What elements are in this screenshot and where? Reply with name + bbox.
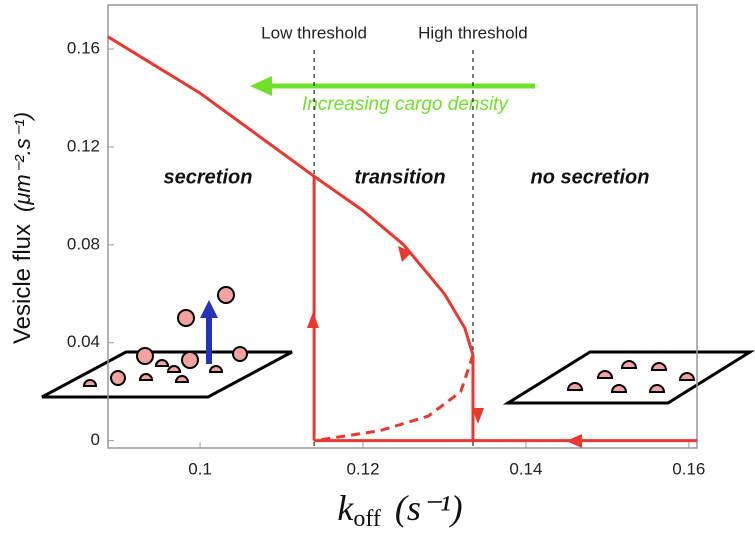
flow-arrow	[398, 246, 412, 262]
x-label-text: k	[337, 488, 354, 528]
x-axis-label: koff (s⁻¹)	[337, 488, 462, 531]
y-tick-label: 0	[91, 430, 100, 449]
vesicles-right	[566, 360, 696, 393]
x-label-sub: off	[353, 506, 381, 532]
y-label-unit: (μm⁻².s⁻¹)	[10, 112, 35, 212]
membrane-left	[41, 350, 293, 399]
x-tick-label: 0.16	[672, 459, 705, 478]
region-label: secretion	[164, 166, 253, 188]
y-tick-label: 0.12	[67, 136, 100, 155]
flow-arrow	[472, 408, 484, 424]
flow-arrow	[307, 312, 319, 328]
curve	[107, 35, 475, 356]
region-label: transition	[354, 166, 445, 188]
vesicles-left	[82, 286, 248, 387]
y-axis-label: Vesicle flux (μm⁻².s⁻¹)	[9, 112, 36, 344]
insets	[41, 286, 755, 405]
release-arrowhead	[200, 300, 218, 318]
y-tick-label: 0.16	[67, 39, 100, 58]
plot-frame	[107, 4, 698, 449]
flow-arrows	[307, 246, 582, 448]
flow-arrow	[566, 434, 582, 448]
x-tick-label: 0.14	[509, 459, 542, 478]
membrane-right	[502, 350, 755, 405]
region-label: no secretion	[531, 166, 650, 188]
y-tick-label: 0.04	[67, 332, 100, 351]
x-label-unit: (s⁻¹)	[395, 488, 463, 528]
cargo-text: Increasing cargo density	[302, 94, 509, 115]
cargo-arrowhead	[250, 76, 272, 96]
threshold-label: Low threshold	[261, 23, 367, 42]
threshold-label: High threshold	[418, 23, 528, 42]
x-tick-label: 0.1	[188, 459, 212, 478]
curve	[313, 354, 475, 443]
x-tick-label: 0.12	[346, 459, 379, 478]
y-label-text: Vesicle flux	[9, 224, 36, 344]
y-tick-label: 0.08	[67, 234, 100, 253]
